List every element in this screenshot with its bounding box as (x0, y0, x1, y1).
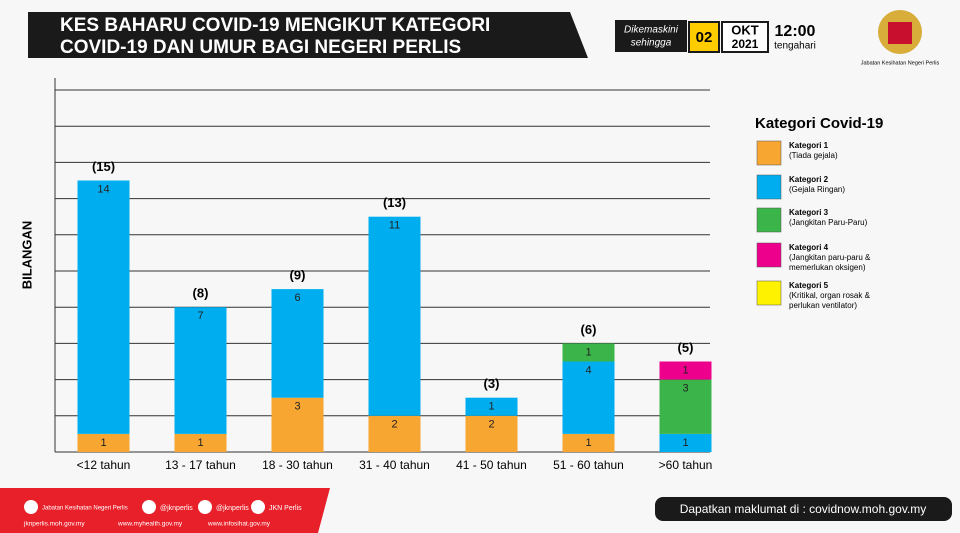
x-tick-label: >60 tahun (659, 458, 713, 472)
title-line: KES BAHARU COVID-19 MENGIKUT KATEGORI (60, 15, 490, 36)
total-label: (8) (193, 286, 209, 301)
x-tick-label: 31 - 40 tahun (359, 458, 430, 472)
update-label: sehingga (631, 38, 672, 49)
month: OKT (731, 22, 759, 37)
bar-segment (368, 216, 421, 416)
day-box (688, 21, 720, 53)
icon (142, 500, 156, 514)
icon (24, 500, 38, 514)
total-label: (13) (383, 195, 406, 210)
legend-swatch (756, 140, 782, 166)
update-box (615, 20, 687, 52)
value-label: 7 (197, 310, 203, 322)
total-label: (15) (92, 159, 115, 174)
bar-segment (77, 433, 130, 452)
legend-description: (Jangkitan paru-paru & (789, 253, 871, 262)
value-label: 1 (100, 437, 106, 449)
day: 02 (696, 29, 713, 46)
value-label: 1 (585, 346, 591, 358)
link: www.infosihat.gov.my (207, 521, 271, 528)
value-label: 1 (197, 437, 203, 449)
legend-swatch (756, 242, 782, 268)
bar-segment (562, 343, 615, 362)
total-label: (3) (484, 376, 500, 391)
x-tick-label: 13 - 17 tahun (165, 458, 236, 472)
logo-text: Jabatan Kesihatan Negeri Perlis (861, 60, 940, 66)
legend-name: Kategori 5 (789, 281, 829, 290)
social: @jknperlis (216, 505, 249, 512)
year: 2021 (732, 37, 759, 51)
update-label: Dikemaskini (624, 25, 679, 36)
link: www.myhealth.gov.my (117, 521, 183, 528)
value-label: 1 (682, 437, 688, 449)
bar-segment (368, 415, 421, 452)
legend-name: Kategori 4 (789, 243, 829, 252)
month-box (721, 21, 769, 53)
icon (198, 500, 212, 514)
bar-segment (562, 433, 615, 452)
legend-name: Kategori 2 (789, 175, 829, 184)
bar-segment (174, 433, 227, 452)
value-label: 1 (682, 364, 688, 376)
legend-description: (Kritikal, organ rosak & (789, 291, 871, 300)
total-label: (6) (581, 322, 597, 337)
legend-swatch (756, 280, 782, 306)
time: 12:00 (775, 23, 816, 40)
info: Dapatkan maklumat di : covidnow.moh.gov.… (680, 502, 927, 516)
logo-shield (888, 22, 912, 44)
bar-segment (77, 180, 130, 434)
value-label: 2 (391, 419, 397, 431)
legend-description: (Tiada gejala) (789, 151, 838, 160)
bar-segment (271, 289, 324, 398)
bar-segment (465, 397, 518, 416)
value-label: 1 (488, 401, 494, 413)
bar-segment (659, 361, 712, 380)
bar-segment (271, 397, 324, 452)
social: @jknperlis (160, 505, 193, 512)
value-label: 4 (585, 364, 591, 376)
x-tick-label: 41 - 50 tahun (456, 458, 527, 472)
title-banner (28, 12, 588, 58)
x-tick-label: 51 - 60 tahun (553, 458, 624, 472)
x-tick-label: <12 tahun (77, 458, 131, 472)
legend-description: (Gejala Ringan) (789, 185, 845, 194)
bar-segment (659, 433, 712, 452)
value-label: 2 (488, 419, 494, 431)
value-label: 6 (294, 292, 300, 304)
title-line: COVID-19 DAN UMUR BAGI NEGERI PERLIS (60, 37, 461, 58)
legend-description: memerlukan oksigen) (789, 263, 866, 272)
footer-banner (0, 488, 330, 533)
legend-title: Kategori Covid-19 (755, 115, 883, 132)
bar-segment (174, 307, 227, 434)
legend-swatch (756, 174, 782, 200)
bar-segment (465, 415, 518, 452)
time-note: tengahari (774, 41, 816, 52)
info-box (655, 497, 952, 521)
value-label: 1 (585, 437, 591, 449)
x-tick-label: 18 - 30 tahun (262, 458, 333, 472)
icon (251, 500, 265, 514)
legend-description: (Jangkitan Paru-Paru) (789, 218, 868, 227)
value-label: 3 (294, 401, 300, 413)
value-label: 11 (389, 220, 400, 232)
social: JKN Perlis (269, 505, 302, 512)
total-label: (5) (678, 340, 694, 355)
value-label: 3 (682, 383, 688, 395)
link: jknperlis.moh.gov.my (23, 521, 85, 528)
y-axis-label: BILANGAN (19, 221, 34, 290)
legend-name: Kategori 3 (789, 208, 829, 217)
legend-description: perlukan ventilator) (789, 301, 857, 310)
bar-segment (659, 379, 712, 434)
total-label: (9) (290, 268, 306, 283)
bar-segment (562, 361, 615, 434)
legend-name: Kategori 1 (789, 141, 829, 150)
legend-swatch (756, 207, 782, 233)
value-label: 14 (97, 183, 109, 195)
social: Jabatan Kesihatan Negeri Perlis (42, 506, 128, 512)
